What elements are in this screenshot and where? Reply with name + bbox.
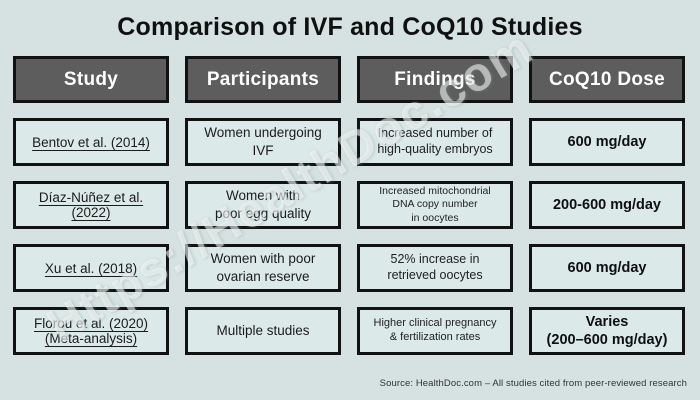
study-citation: Bentov et al. (2014) bbox=[32, 134, 150, 150]
row-2-findings-cell: Increased mitochondrial DNA copy number … bbox=[357, 181, 513, 229]
study-citation: Xu et al. (2018) bbox=[44, 260, 138, 276]
dose-text: 600 mg/day bbox=[567, 259, 647, 276]
header-cell-study: Study bbox=[13, 56, 169, 103]
header-label: Participants bbox=[206, 68, 320, 90]
findings-text: Increased mitochondrial DNA copy number … bbox=[379, 185, 491, 224]
header-cell-findings: Findings bbox=[357, 56, 513, 103]
header-label: Findings bbox=[394, 68, 476, 90]
row-3-participants-cell: Women with poor ovarian reserve bbox=[185, 244, 341, 292]
row-4-participants-cell: Multiple studies bbox=[185, 307, 341, 355]
findings-text: Higher clinical pregnancy & fertilizatio… bbox=[373, 317, 497, 343]
participants-text: Women undergoing IVF bbox=[204, 125, 322, 158]
row-1-findings-cell: Increased number of high-quality embryos bbox=[357, 118, 513, 166]
participants-text: Women with poor ovarian reserve bbox=[210, 251, 316, 284]
header-cell-coq10-dose: CoQ10 Dose bbox=[529, 56, 685, 103]
row-4-study-cell: Florou et al. (2020) (Meta-analysis) bbox=[13, 307, 169, 355]
findings-text: 52% increase in retrieved oocytes bbox=[387, 252, 483, 282]
findings-text: Increased number of high-quality embryos bbox=[377, 126, 493, 156]
source-attribution: Source: HealthDoc.com – All studies cite… bbox=[379, 378, 687, 389]
row-2-study-cell: Díaz-Núñez et al. (2022) bbox=[13, 181, 169, 229]
study-citation: Florou et al. (2020) (Meta-analysis) bbox=[33, 316, 149, 346]
header-label: CoQ10 Dose bbox=[549, 68, 665, 90]
dose-text: Varies (200–600 mg/day) bbox=[546, 313, 668, 348]
participants-text: Multiple studies bbox=[216, 323, 310, 339]
dose-text: 600 mg/day bbox=[567, 133, 647, 150]
comparison-table: Study Participants Findings CoQ10 Dose B… bbox=[13, 56, 685, 355]
row-1-study-cell: Bentov et al. (2014) bbox=[13, 118, 169, 166]
study-citation: Díaz-Núñez et al. (2022) bbox=[38, 190, 144, 220]
header-label: Study bbox=[63, 68, 119, 90]
participants-text: Women with poor egg quality bbox=[214, 188, 312, 221]
dose-text: 200-600 mg/day bbox=[552, 196, 661, 213]
row-3-study-cell: Xu et al. (2018) bbox=[13, 244, 169, 292]
row-4-dose-cell: Varies (200–600 mg/day) bbox=[529, 307, 685, 355]
row-2-participants-cell: Women with poor egg quality bbox=[185, 181, 341, 229]
row-1-participants-cell: Women undergoing IVF bbox=[185, 118, 341, 166]
page-title: Comparison of IVF and CoQ10 Studies bbox=[117, 13, 583, 41]
row-3-dose-cell: 600 mg/day bbox=[529, 244, 685, 292]
row-1-dose-cell: 600 mg/day bbox=[529, 118, 685, 166]
header-cell-participants: Participants bbox=[185, 56, 341, 103]
row-4-findings-cell: Higher clinical pregnancy & fertilizatio… bbox=[357, 307, 513, 355]
row-2-dose-cell: 200-600 mg/day bbox=[529, 181, 685, 229]
row-3-findings-cell: 52% increase in retrieved oocytes bbox=[357, 244, 513, 292]
